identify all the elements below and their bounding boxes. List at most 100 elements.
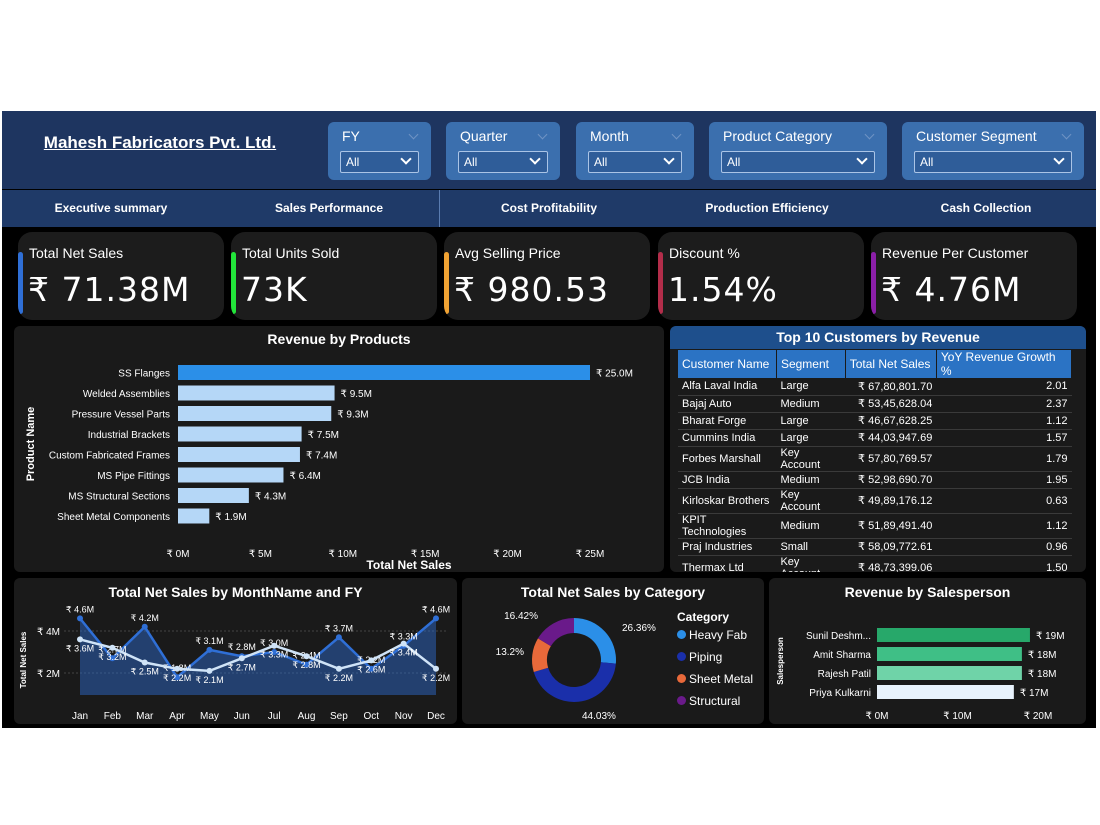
- data-point: [303, 661, 310, 668]
- salesperson-label: Rajesh Patil: [818, 669, 871, 680]
- product-category-slicer[interactable]: Product Category All: [709, 122, 887, 180]
- table-row[interactable]: JCB India Medium ₹ 52,98,690.70 1.95: [678, 471, 1072, 489]
- x-tick-label: Feb: [104, 711, 122, 722]
- salesperson-panel: Revenue by Salesperson Sunil Deshm... ₹ 1…: [769, 578, 1086, 724]
- table-row[interactable]: Forbes Marshall Key Account ₹ 57,80,769.57…: [678, 446, 1072, 472]
- data-point: [109, 655, 116, 662]
- table-row[interactable]: Praj Industries Small ₹ 58,09,772.61 0.96: [678, 538, 1072, 556]
- product-label: Industrial Brackets: [88, 430, 170, 441]
- month-dropdown[interactable]: All: [588, 151, 682, 173]
- segment-cell: Medium: [776, 513, 846, 539]
- customer-segment-slicer[interactable]: Customer Segment All: [902, 122, 1084, 180]
- table-row[interactable]: KPIT Technologies Medium ₹ 51,89,491.40 1.1…: [678, 513, 1072, 539]
- customer-name-cell: Kirloskar Brothers: [678, 488, 777, 514]
- table-row[interactable]: Bharat Forge Large ₹ 46,67,628.25 1.12: [678, 412, 1072, 430]
- kpi-accent-bar: [871, 252, 876, 314]
- x-tick-label: Jul: [268, 711, 281, 722]
- legend-item-sheet-metal[interactable]: Sheet Metal: [677, 672, 753, 686]
- net-sales-cell: ₹ 46,67,628.25: [845, 412, 937, 430]
- product-bar: [178, 467, 284, 483]
- yoy-growth-cell: 2.01: [936, 378, 1072, 396]
- customer-name-cell: KPIT Technologies: [678, 513, 777, 539]
- slicer-value: All: [464, 155, 478, 169]
- data-point: [335, 665, 342, 672]
- legend-title: Category: [677, 610, 730, 624]
- month-slicer[interactable]: Month All: [576, 122, 694, 180]
- data-point: [141, 659, 148, 666]
- kpi-value: ₹ 4.76M: [881, 270, 1022, 309]
- table-row[interactable]: Kirloskar Brothers Key Account ₹ 49,89,176…: [678, 488, 1072, 514]
- segment-cell: Large: [776, 378, 846, 396]
- slice-label: 44.03%: [582, 711, 616, 722]
- chevron-down-icon: [400, 153, 412, 165]
- fy-dropdown[interactable]: All: [340, 151, 419, 173]
- nav-executive-summary[interactable]: Executive summary: [54, 201, 168, 215]
- legend-item-structural[interactable]: Structural: [677, 694, 740, 708]
- table-row[interactable]: Bajaj Auto Medium ₹ 53,45,628.04 2.37: [678, 395, 1072, 413]
- nav-cost-profitability[interactable]: Cost Profitability: [500, 201, 597, 215]
- chevron-down-icon: [864, 129, 875, 140]
- donut-slice: [574, 618, 616, 664]
- data-point: [335, 634, 342, 641]
- nav-production-efficiency[interactable]: Production Efficiency: [705, 201, 829, 215]
- slicer-value: All: [346, 155, 360, 169]
- yoy-growth-cell: 1.57: [936, 429, 1072, 447]
- nav-sales-performance[interactable]: Sales Performance: [274, 201, 384, 215]
- yoy-growth-cell: 0.96: [936, 538, 1072, 556]
- product-category-dropdown[interactable]: All: [721, 151, 875, 173]
- legend-item-piping[interactable]: Piping: [677, 650, 722, 664]
- slicer-title: Month: [590, 128, 629, 144]
- quarter-dropdown[interactable]: All: [458, 151, 548, 173]
- fy-slicer[interactable]: FY All: [328, 122, 431, 180]
- yoy-growth-cell: 1.95: [936, 471, 1072, 489]
- monthly-sales-chart: ₹ 2M ₹ 4M Total Net Sales ₹ 4.6M ₹ 2.7M ₹ 4.2…: [19, 604, 450, 722]
- data-label: ₹ 9.5M: [341, 389, 372, 400]
- segment-cell: Large: [776, 429, 846, 447]
- top-customers-panel: Top 10 Customers by Revenue Customer Nam…: [670, 326, 1086, 572]
- quarter-slicer[interactable]: Quarter All: [446, 122, 560, 180]
- legend-label: Sheet Metal: [689, 672, 754, 686]
- legend-dot: [677, 652, 686, 661]
- net-sales-cell: ₹ 53,45,628.04: [845, 395, 937, 413]
- data-label: ₹ 3.3M: [390, 632, 418, 642]
- segment-cell: Medium: [776, 395, 846, 413]
- customer-name-cell: Bajaj Auto: [678, 395, 777, 413]
- x-tick-label: Mar: [136, 711, 154, 722]
- column-header[interactable]: Total Net Sales: [845, 350, 937, 378]
- column-header[interactable]: Segment: [776, 350, 846, 378]
- salesperson-label: Amit Sharma: [813, 650, 871, 661]
- table-row[interactable]: Cummins India Large ₹ 44,03,947.69 1.57: [678, 429, 1072, 447]
- kpi-value: ₹ 71.38M: [28, 270, 191, 309]
- table-row[interactable]: Alfa Laval India Large ₹ 67,80,801.70 2.01: [678, 378, 1072, 396]
- chevron-down-icon: [856, 153, 868, 165]
- customer-segment-dropdown[interactable]: All: [914, 151, 1072, 173]
- net-sales-cell: ₹ 52,98,690.70: [845, 471, 937, 489]
- donut-slice: [532, 638, 551, 673]
- dashboard: Mahesh Fabricators Pvt. Ltd. FY All Quar…: [2, 111, 1096, 728]
- chevron-down-icon: [529, 153, 541, 165]
- kpi-revenue-per-customer: Revenue Per Customer ₹ 4.76M: [871, 232, 1077, 320]
- data-point: [206, 667, 213, 674]
- yoy-growth-cell: 0.63: [936, 488, 1072, 514]
- nav-cash-collection[interactable]: Cash Collection: [940, 201, 1032, 215]
- data-label: ₹ 7.4M: [306, 451, 337, 462]
- chart-title: Revenue by Salesperson: [844, 584, 1011, 600]
- slice-label: 26.36%: [622, 623, 656, 634]
- column-header[interactable]: Customer Name: [678, 350, 777, 378]
- customer-name-cell: Bharat Forge: [678, 412, 777, 430]
- data-label: ₹ 4.3M: [255, 492, 286, 503]
- data-label: ₹ 2.1M: [195, 675, 223, 685]
- product-label: Pressure Vessel Parts: [72, 410, 170, 421]
- net-sales-cell: ₹ 44,03,947.69: [845, 429, 937, 447]
- net-sales-cell: ₹ 58,09,772.61: [845, 538, 937, 556]
- kpi-value: 73K: [241, 270, 308, 309]
- column-header[interactable]: YoY Revenue Growth %: [936, 350, 1073, 378]
- product-label: SS Flanges: [118, 369, 170, 380]
- kpi-label: Discount %: [669, 245, 740, 261]
- data-label: ₹ 2.6M: [357, 664, 385, 674]
- kpi-label: Avg Selling Price: [455, 245, 561, 261]
- x-tick-label: ₹ 25M: [576, 549, 605, 560]
- legend-item-heavy-fab[interactable]: Heavy Fab: [677, 628, 747, 642]
- data-label: ₹ 3.2M: [98, 652, 126, 662]
